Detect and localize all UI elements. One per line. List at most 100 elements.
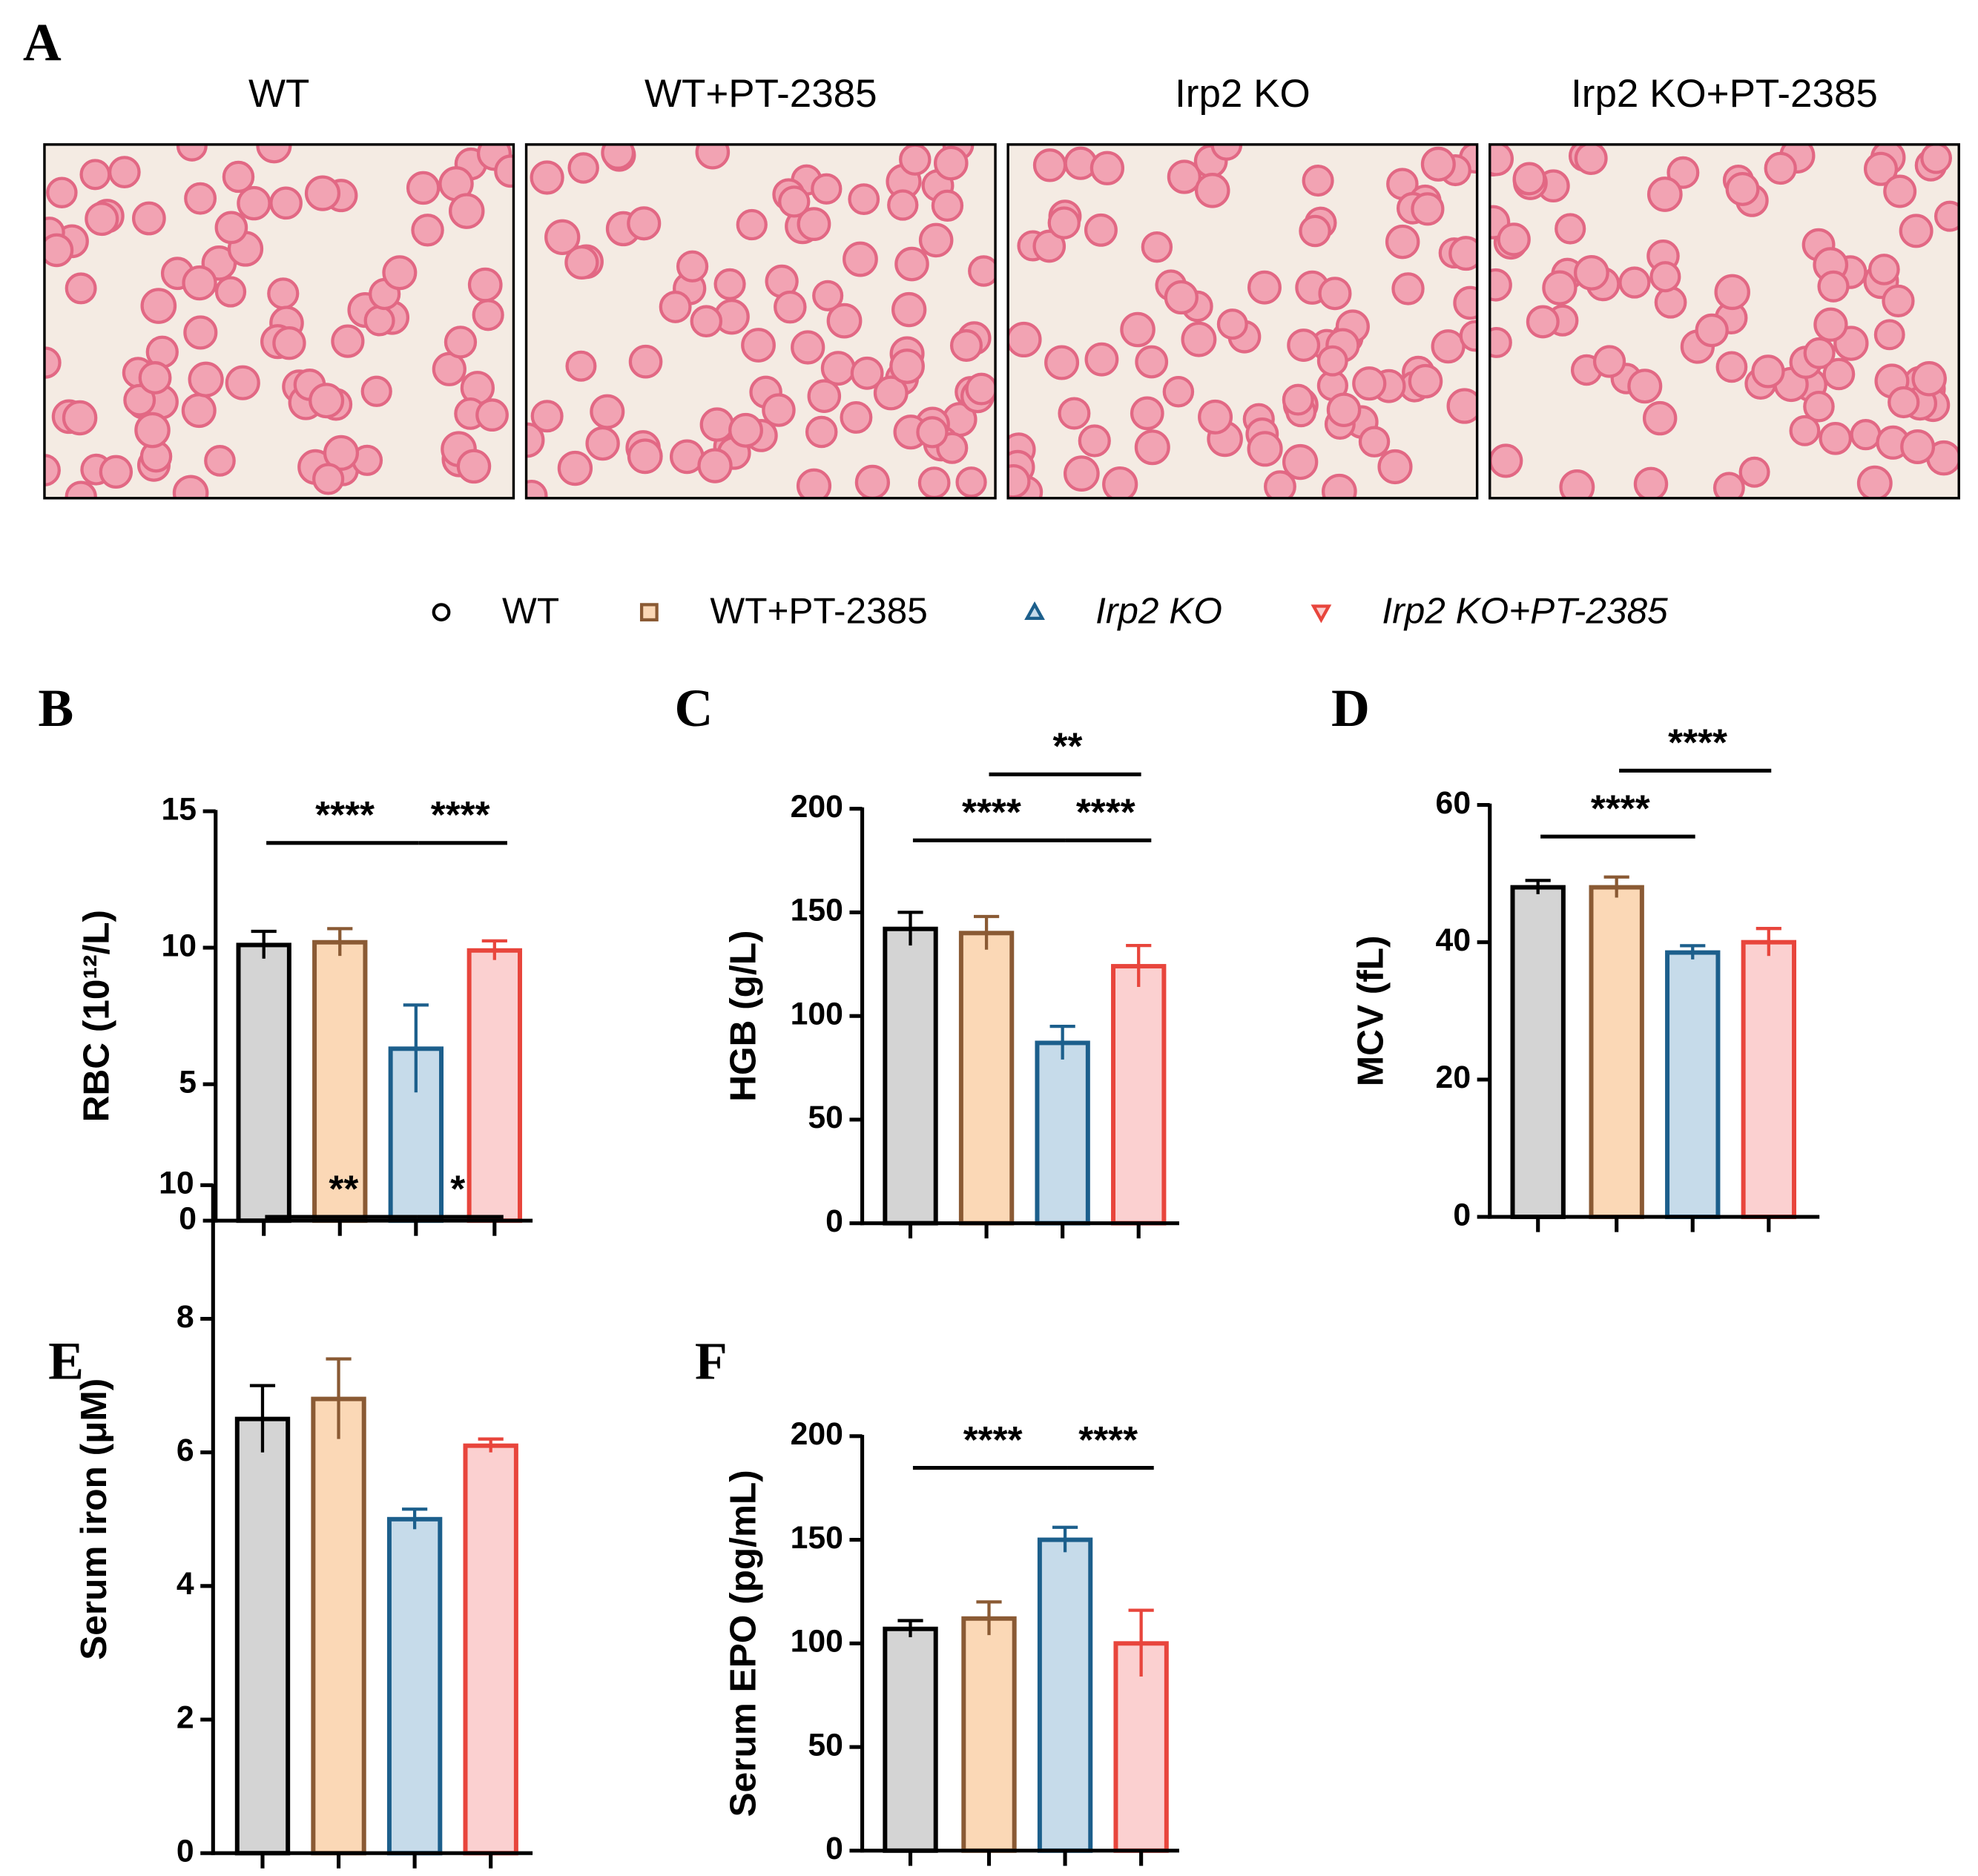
cell [312, 463, 345, 495]
panel-letter: C [675, 678, 713, 738]
cell [65, 480, 97, 498]
sig-label: **** [1078, 1418, 1138, 1461]
cell [916, 416, 949, 449]
cell [1047, 206, 1081, 240]
cell [1102, 466, 1138, 498]
cell [382, 255, 418, 291]
cell [949, 328, 983, 362]
cell [854, 464, 891, 498]
cell [1391, 272, 1425, 305]
cell [848, 183, 880, 215]
cell [627, 206, 662, 241]
bar [311, 1396, 366, 1856]
cell [1642, 400, 1678, 436]
panel-letter: D [1331, 678, 1370, 738]
y-tick-label: 0 [179, 1200, 197, 1236]
image-frame [1006, 143, 1479, 500]
legend-marker [1024, 601, 1045, 621]
image-frame [43, 143, 515, 500]
cell [62, 400, 98, 436]
cell [564, 245, 599, 280]
cell [1542, 270, 1578, 305]
y-tick-label: 0 [825, 1831, 843, 1866]
cell [99, 455, 133, 489]
cell [676, 250, 709, 283]
cell [214, 211, 248, 245]
cell [1089, 151, 1125, 185]
cell [796, 468, 832, 498]
error-bar [249, 1384, 276, 1453]
cell [1559, 469, 1595, 498]
cell [628, 344, 663, 379]
legend-marker [639, 603, 659, 622]
cell [1385, 224, 1420, 260]
error-bar [1756, 927, 1781, 957]
cell [1120, 311, 1156, 348]
cell [1247, 270, 1282, 305]
cell [1592, 345, 1626, 378]
panel-letter: B [38, 678, 73, 738]
cell [1512, 162, 1546, 196]
y-tick-label: 60 [1436, 785, 1471, 821]
cell [918, 222, 954, 258]
error-bar [402, 1507, 428, 1530]
cell [79, 159, 111, 191]
cell [843, 241, 878, 277]
cell [1764, 151, 1797, 185]
cell [1162, 376, 1195, 408]
image-frame [524, 143, 997, 500]
y-tick-label: 50 [808, 1727, 843, 1763]
cell [222, 160, 255, 194]
cell [697, 448, 733, 483]
cell [1299, 214, 1331, 248]
y-axis-label: MCV (fL) [1350, 935, 1391, 1086]
bar [1111, 964, 1167, 1226]
cell [360, 375, 392, 407]
cell [1287, 328, 1321, 362]
cell [46, 176, 78, 208]
cell [1164, 280, 1199, 315]
y-tick-label: 10 [162, 928, 197, 963]
y-tick-label: 0 [825, 1203, 843, 1239]
error-bar [1603, 875, 1629, 898]
cell [123, 383, 156, 417]
cell [411, 214, 444, 247]
cell [1863, 151, 1899, 186]
panel-letter: A [23, 13, 62, 72]
cell [544, 219, 581, 255]
bar [1741, 939, 1796, 1220]
cell [899, 144, 932, 176]
y-tick-label: 4 [177, 1566, 194, 1602]
cell [530, 160, 564, 195]
cell [820, 351, 856, 386]
cell [812, 280, 844, 311]
cell [933, 145, 969, 181]
y-tick-label: 150 [791, 893, 843, 928]
cell [1078, 424, 1111, 458]
cell [1618, 266, 1651, 299]
error-bar [478, 1437, 504, 1453]
bar [883, 1626, 938, 1853]
cell [1058, 397, 1091, 430]
y-axis-label: Serum EPO (pg/mL) [722, 1470, 763, 1817]
cell [1198, 399, 1233, 435]
cell [331, 324, 365, 358]
y-tick-label: 5 [179, 1064, 197, 1100]
cell [140, 288, 177, 324]
cell [456, 449, 492, 484]
cell [1063, 455, 1100, 492]
cell [931, 189, 964, 222]
cell [826, 303, 863, 339]
y-axis-label: RBC (10¹²/L) [76, 910, 117, 1122]
cell [627, 438, 663, 475]
cell [1135, 345, 1169, 379]
cell [85, 202, 119, 237]
cell [1084, 213, 1118, 247]
image-title: Irp2 KO [1175, 72, 1311, 116]
y-tick-label: 40 [1436, 922, 1471, 958]
legend-marker [432, 603, 451, 622]
error-bar [326, 1357, 352, 1439]
cell [797, 207, 831, 242]
cell [1813, 307, 1848, 342]
bar [236, 942, 291, 1223]
